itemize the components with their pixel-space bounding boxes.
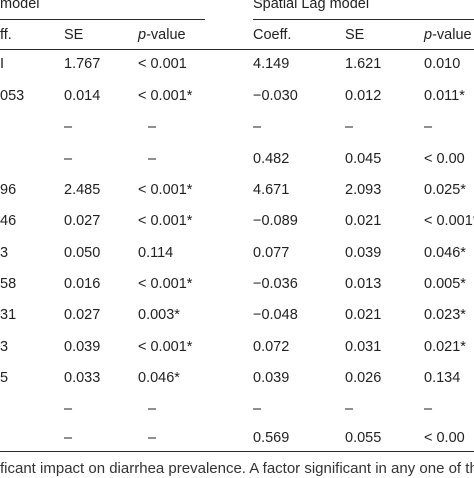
cell-left-p: < 0.001* [138,276,193,292]
cell-left-coeff: 96 [0,182,17,198]
cell-right-coeff: 0.569 [253,430,290,446]
cell-right-p: 0.025* [424,182,466,198]
cell-left-coeff: 3 [0,245,9,261]
cell-left-p: 0.114 [138,245,174,261]
cell-right-coeff: – [253,401,262,417]
left-group-header: model [0,0,40,12]
header-bottom-rule [0,49,474,50]
table-bottom-rule [0,451,474,452]
col-header-left-coeff: ff. [0,27,12,43]
cell-right-coeff: 4.149 [253,56,290,72]
cell-right-se: – [345,401,354,417]
cell-left-se: – [64,430,73,446]
cell-left-se: 2.485 [64,182,101,198]
cell-right-p: < 0.00 [424,430,465,446]
cell-right-p: – [424,119,433,135]
cell-right-coeff: 0.039 [253,370,290,386]
cell-left-p: < 0.001* [138,213,193,229]
cell-left-se: – [64,401,73,417]
cell-left-se: 1.767 [64,56,101,72]
cell-right-p: – [424,401,433,417]
cell-right-se: 0.021 [345,307,382,323]
cell-right-coeff: −0.030 [253,88,298,104]
cell-right-p: 0.005* [424,276,466,292]
cell-left-se: – [64,119,73,135]
cell-right-se: 1.621 [345,56,382,72]
cell-left-p: 0.003* [138,307,180,323]
cell-left-se: – [64,151,73,167]
cell-left-coeff: 46 [0,213,17,229]
cell-right-coeff: – [253,119,262,135]
cell-left-p: < 0.001* [138,88,193,104]
cell-left-se: 0.014 [64,88,101,104]
cell-left-p: < 0.001* [138,339,193,355]
cell-right-se: 0.012 [345,88,382,104]
cell-left-p: < 0.001 [138,56,187,72]
group-underline-left [0,19,205,20]
cell-left-coeff: 3 [0,339,9,355]
cell-right-coeff: 0.077 [253,245,290,261]
cell-left-coeff: 31 [0,307,17,323]
cell-left-se: 0.027 [64,307,101,323]
cell-left-p: – [148,151,157,167]
cell-left-coeff: 053 [0,88,25,104]
cell-left-se: 0.039 [64,339,101,355]
cell-left-coeff: 58 [0,276,17,292]
cell-left-p: 0.046* [138,370,180,386]
cell-left-p: – [148,430,157,446]
col-header-left-se: SE [64,27,84,43]
cell-right-se: 0.039 [345,245,382,261]
cell-left-se: 0.016 [64,276,101,292]
cell-left-se: 0.027 [64,213,101,229]
cell-right-se: 0.013 [345,276,382,292]
cell-right-p: 0.011* [424,88,465,104]
cell-right-coeff: −0.036 [253,276,298,292]
cell-right-p: 0.021* [424,339,466,355]
col-header-right-se: SE [345,27,365,43]
col-header-right-pvalue: p-value [424,27,472,43]
cell-left-p: – [148,119,157,135]
cell-right-p: 0.046* [424,245,466,261]
cell-left-se: 0.050 [64,245,101,261]
cell-right-se: – [345,119,354,135]
cell-right-se: 0.031 [345,339,382,355]
right-group-header: Spatial Lag model [253,0,370,12]
cell-right-se: 0.021 [345,213,382,229]
group-underline-right [253,19,474,20]
cell-left-coeff: I [0,56,5,72]
cell-right-coeff: 4.671 [253,182,290,198]
cell-right-coeff: −0.048 [253,307,298,323]
cell-right-se: 0.055 [345,430,382,446]
cell-right-se: 2.093 [345,182,382,198]
cell-right-coeff: 0.482 [253,151,290,167]
cell-right-coeff: 0.072 [253,339,290,355]
cell-right-se: 0.045 [345,151,382,167]
table-caption: ficant impact on diarrhea prevalence. A … [0,460,474,477]
cell-right-coeff: −0.089 [253,213,298,229]
cell-left-coeff: 5 [0,370,9,386]
cell-right-p: < 0.001* [424,213,474,229]
cell-left-p: – [148,401,157,417]
cell-right-p: < 0.00 [424,151,465,167]
cell-right-p: 0.134 [424,370,461,386]
cell-left-se: 0.033 [64,370,101,386]
col-header-right-coeff: Coeff. [253,27,292,43]
cell-right-p: 0.023* [424,307,466,323]
cell-right-p: 0.010 [424,56,461,72]
col-header-left-pvalue: p-value [138,27,186,43]
cell-left-p: < 0.001* [138,182,193,198]
cell-right-se: 0.026 [345,370,382,386]
